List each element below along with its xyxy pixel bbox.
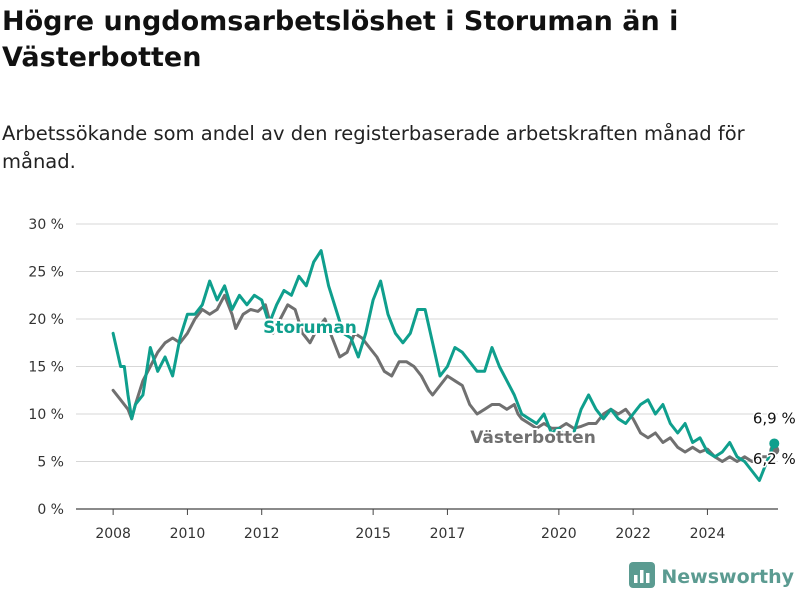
brand-name: Newsworthy <box>661 566 794 588</box>
y-tick-label: 0 % <box>37 502 64 518</box>
x-tick-label: 2017 <box>430 526 466 542</box>
y-tick-label: 15 % <box>28 360 64 376</box>
series-line-storuman <box>111 249 776 482</box>
x-tick-label: 2008 <box>95 526 131 542</box>
x-tick-label: 2024 <box>690 526 726 542</box>
series-line-vasterbotten <box>111 293 776 463</box>
chart-subtitle: Arbetssökande som andel av den registerb… <box>2 122 745 173</box>
y-tick-label: 20 % <box>28 312 64 328</box>
x-tick-label: 2022 <box>615 526 651 542</box>
x-tick-label: 2012 <box>244 526 280 542</box>
axis-layer: 0 % 5 % 10 % 15 % 20 % 25 % 30 % 2008 2010 2012 20… <box>28 217 725 542</box>
x-tick-label: 2010 <box>170 526 206 542</box>
x-tick-label: 2015 <box>355 526 391 542</box>
series-label-storuman: Storuman <box>263 318 357 338</box>
series-layer <box>111 249 780 482</box>
newsworthy-bar-chart-icon <box>629 562 656 592</box>
end-value-label-vasterbotten: 6,2 % <box>753 450 796 468</box>
y-tick-label: 10 % <box>28 407 64 423</box>
y-tick-label: 30 % <box>28 217 64 233</box>
series-label-vasterbotten: Västerbotten <box>470 428 596 448</box>
y-tick-label: 5 % <box>37 455 64 471</box>
grid-layer <box>76 223 778 510</box>
y-tick-label: 25 % <box>28 265 64 281</box>
end-value-label-storuman: 6,9 % <box>753 409 796 427</box>
label-layer: 6,2 % 6,9 % Storuman Västerbotten <box>261 316 797 470</box>
newsworthy-logo: Newsworthy <box>629 562 794 592</box>
chart-title: Högre ungdomsarbetslöshet i Storuman än … <box>2 6 679 73</box>
end-point-storuman <box>769 438 780 449</box>
x-tick-label: 2020 <box>541 526 577 542</box>
